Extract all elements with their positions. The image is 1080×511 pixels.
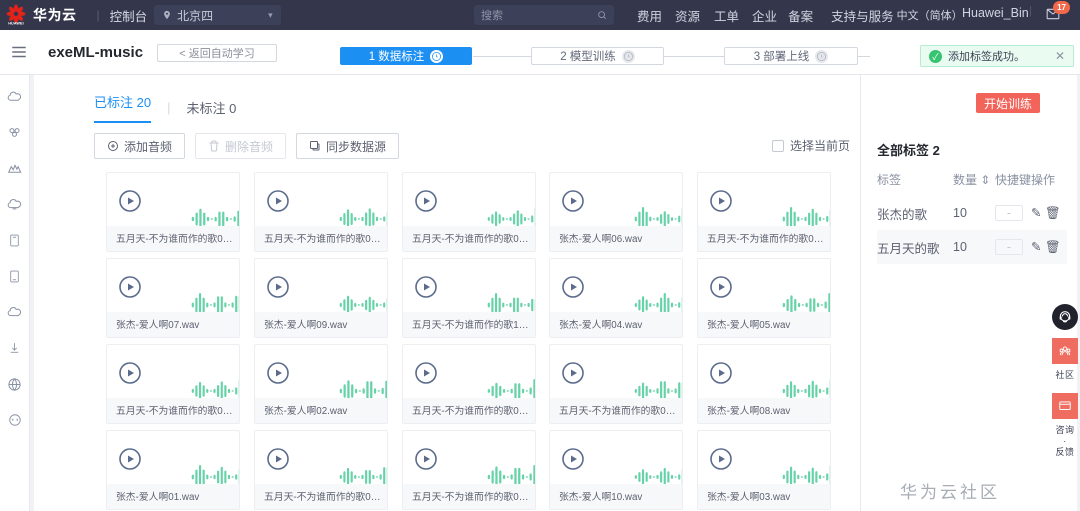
svg-text:HUAWEI: HUAWEI — [8, 21, 23, 25]
